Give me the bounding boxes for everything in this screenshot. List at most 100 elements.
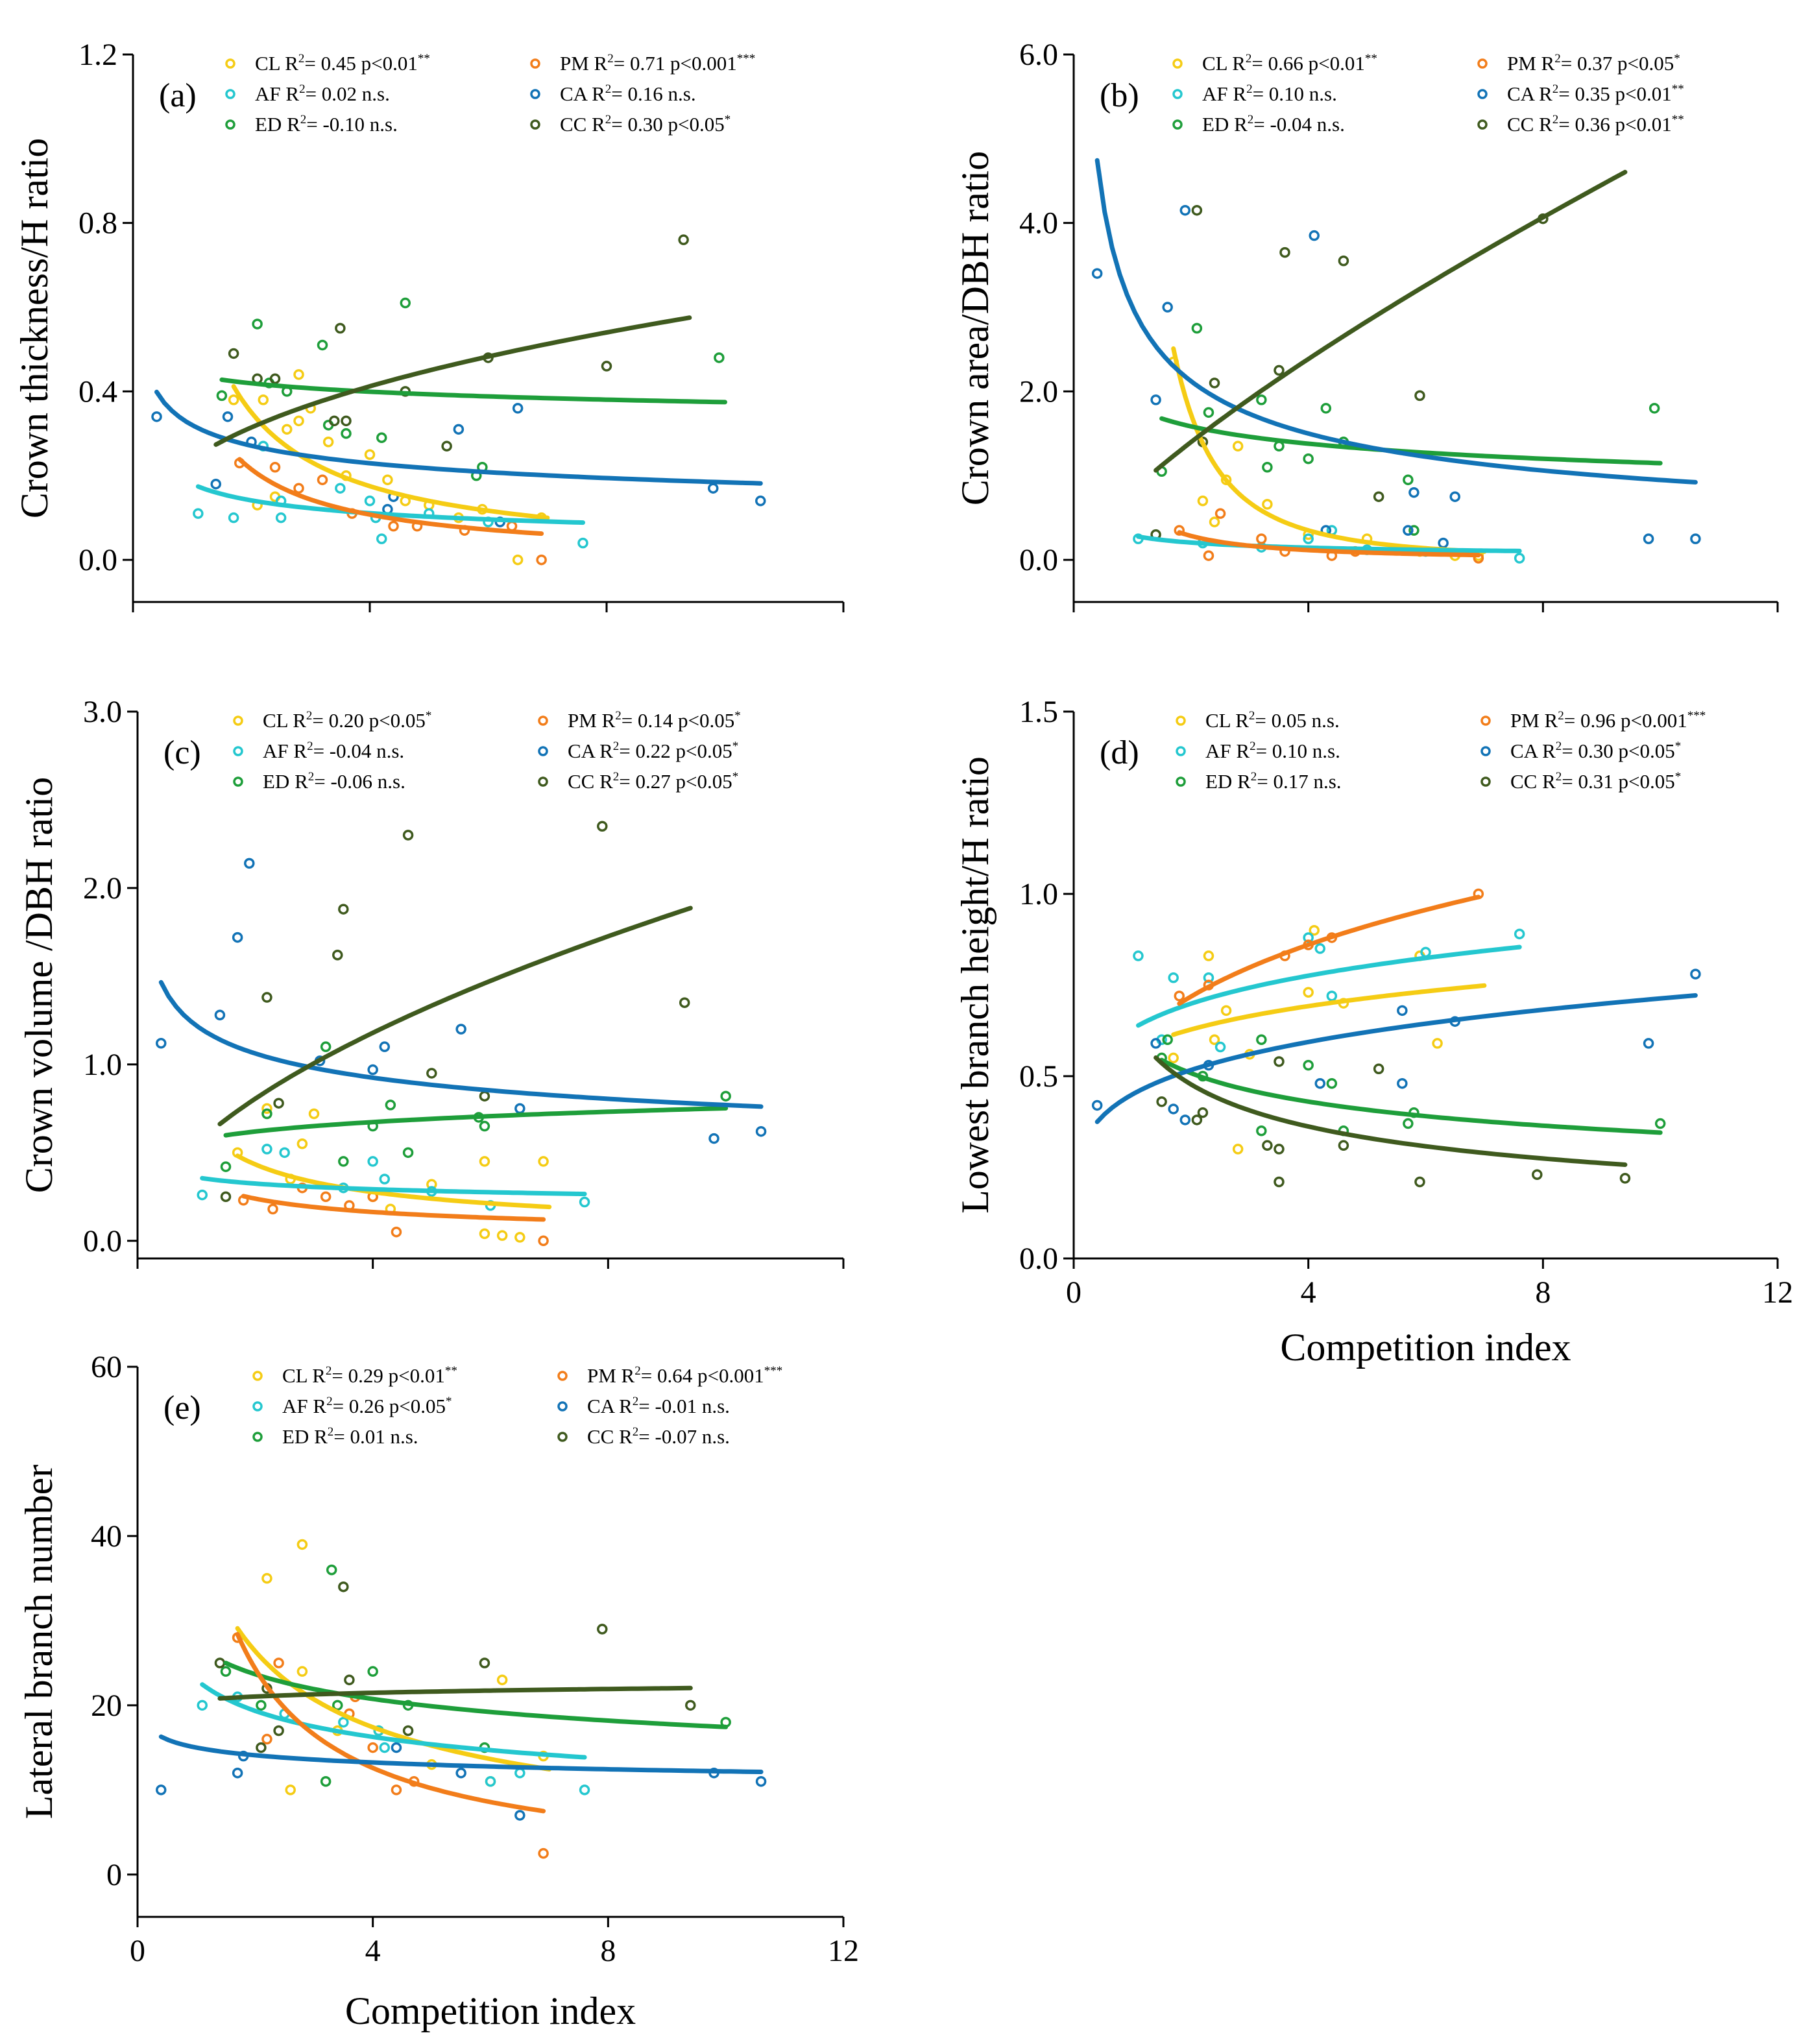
data-point: [1403, 474, 1414, 485]
data-point: [338, 1581, 349, 1593]
data-point: [1256, 394, 1267, 405]
data-point: [379, 1173, 391, 1184]
data-point: [1168, 1103, 1179, 1114]
series-CA: [156, 858, 767, 1144]
data-point: [678, 234, 689, 245]
legend-r2: = -0.04 n.s.: [1253, 113, 1345, 136]
y-tick-label: 0.5: [1019, 1059, 1058, 1094]
data-point: [1643, 1038, 1654, 1049]
data-point: [1133, 950, 1144, 961]
legend-item-CC: CC R2= 0.31 p<0.05*: [1480, 770, 1681, 793]
legend-sup-2: 2: [633, 1425, 639, 1439]
panel-c: 0.0 1.0 2.0 3.0 Crown volume /DBH ratio (c) CL…: [18, 695, 845, 1269]
y-tick-label: 1.5: [1019, 695, 1058, 729]
data-point: [364, 495, 376, 507]
legend-marker: [1172, 89, 1183, 99]
data-point: [335, 483, 346, 494]
panel-label: (b): [1100, 77, 1139, 114]
data-point: [1309, 230, 1320, 241]
legend-species: AF R: [255, 82, 299, 105]
data-point: [293, 369, 304, 380]
panel-e: 0 20 40 60 0 4 8 12 Lateral branch number Competi…: [18, 1350, 859, 2032]
series-ED: [220, 1564, 731, 1787]
data-point: [514, 1103, 525, 1114]
legend-sup-2: 2: [326, 1364, 332, 1378]
legend-item-AF: AF R2= 0.10 n.s.: [1172, 82, 1337, 105]
y-axis-title: Lateral branch number: [18, 1465, 60, 1819]
y-tick-label: 1.0: [83, 1048, 122, 1082]
legend-marker: [1477, 119, 1488, 130]
data-point: [1203, 550, 1214, 561]
fit-line-ED: [1159, 416, 1663, 466]
legend-sup-2: 2: [607, 52, 614, 66]
data-point: [1232, 440, 1244, 452]
data-point: [317, 339, 328, 351]
data-point: [579, 1196, 590, 1208]
series-ED: [220, 1041, 731, 1172]
data-point: [1197, 495, 1209, 507]
x-tick-label: 0: [130, 1934, 145, 1968]
data-point: [338, 904, 349, 915]
data-point: [317, 474, 328, 485]
data-point: [222, 411, 234, 422]
y-axis-title: Crown area/DBH ratio: [954, 151, 997, 506]
data-point: [220, 1161, 232, 1172]
data-point: [267, 1203, 278, 1215]
legend-r2: = 0.37 p<0.05: [1561, 52, 1674, 75]
data-point: [455, 1767, 466, 1779]
data-point: [708, 483, 719, 494]
legend-item-ED: ED R2= -0.06 n.s.: [233, 770, 405, 793]
data-point: [388, 520, 399, 532]
legend-sup-2: 2: [605, 113, 612, 126]
legend-sig: *: [426, 709, 432, 723]
fit-line-CL: [235, 1153, 552, 1210]
x-tick-label: 4: [1301, 1275, 1316, 1310]
legend-marker: [1477, 89, 1488, 99]
legend-species: ED R: [282, 1425, 328, 1448]
legend-marker: [252, 1432, 263, 1442]
panel-d: 0.0 0.5 1.0 1.5 0 4 8 12 Lowest branch height/H …: [954, 695, 1793, 1369]
data-point: [1279, 246, 1290, 258]
fit-line-AF: [195, 484, 585, 525]
legend-r2: = 0.27 p<0.05: [619, 770, 732, 793]
legend-marker: [530, 58, 540, 69]
legend-sup-2: 2: [1250, 739, 1256, 753]
legend-sup-2: 2: [605, 82, 612, 96]
legend-marker: [557, 1371, 568, 1381]
legend-sig: *: [1674, 52, 1680, 66]
legend-r2: = 0.26 p<0.05: [333, 1395, 446, 1417]
legend-text: AF R2= 0.10 n.s.: [1202, 82, 1337, 105]
data-point: [367, 1156, 378, 1167]
legend-sup-2: 2: [1556, 770, 1562, 784]
data-point: [1326, 991, 1338, 1002]
legend-sup-2: 2: [298, 52, 305, 66]
data-point: [601, 361, 612, 372]
data-point: [426, 1068, 437, 1079]
data-point: [320, 1191, 332, 1203]
data-point: [261, 1103, 272, 1114]
data-point: [496, 1230, 508, 1241]
panel-label: (a): [159, 77, 197, 114]
data-point: [1274, 440, 1285, 452]
legend-marker: [1172, 58, 1183, 69]
data-point: [326, 1564, 337, 1576]
data-point: [1150, 1038, 1161, 1049]
data-point: [376, 432, 387, 444]
legend-text: ED R2= -0.10 n.s.: [255, 113, 398, 136]
data-point: [1303, 932, 1314, 943]
data-point: [1209, 378, 1220, 389]
data-point: [1654, 1118, 1666, 1129]
data-point: [1174, 991, 1185, 1002]
data-point: [261, 1144, 272, 1155]
fit-line-AF: [200, 1682, 587, 1760]
data-point: [322, 437, 334, 448]
data-point: [1091, 1100, 1103, 1111]
legend-r2: = 0.66 p<0.01: [1251, 52, 1364, 75]
legend-text: CC R2= 0.36 p<0.01**: [1507, 113, 1684, 136]
legend-sig: ***: [1687, 709, 1706, 723]
fit-line-AF: [1136, 944, 1522, 1028]
legend-item-PM: PM R2= 0.14 p<0.05*: [538, 709, 741, 732]
x-axis-title: Competition index: [345, 1990, 636, 2032]
data-point: [1203, 972, 1214, 983]
series-CC: [1156, 1056, 1631, 1188]
